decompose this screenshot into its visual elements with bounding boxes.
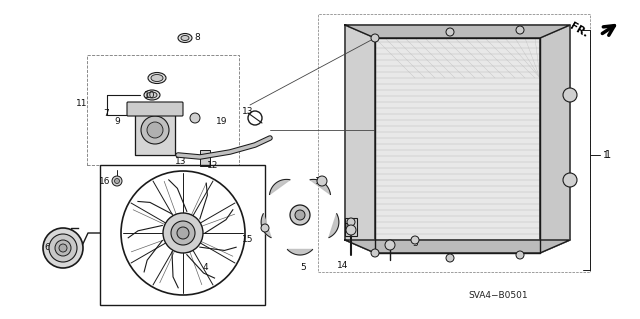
Text: SVA4−B0501: SVA4−B0501 <box>468 291 527 300</box>
Circle shape <box>317 176 327 186</box>
Polygon shape <box>345 25 375 253</box>
Text: 15: 15 <box>243 235 253 244</box>
Circle shape <box>563 88 577 102</box>
Circle shape <box>346 225 356 235</box>
Circle shape <box>115 179 120 183</box>
FancyBboxPatch shape <box>127 102 183 116</box>
Circle shape <box>177 227 189 239</box>
Circle shape <box>516 26 524 34</box>
Text: 7: 7 <box>103 108 109 117</box>
Text: 19: 19 <box>216 117 228 127</box>
Circle shape <box>261 224 269 232</box>
Text: 18: 18 <box>344 224 356 233</box>
Text: 9: 9 <box>114 117 120 127</box>
Circle shape <box>411 236 419 244</box>
Bar <box>200 150 210 166</box>
Text: 2: 2 <box>387 241 393 249</box>
Bar <box>318 14 590 272</box>
Circle shape <box>516 251 524 259</box>
Text: FR.: FR. <box>568 21 590 39</box>
Text: 6: 6 <box>44 243 50 253</box>
Polygon shape <box>345 25 570 38</box>
Text: 13: 13 <box>243 108 253 116</box>
Ellipse shape <box>148 72 166 84</box>
Circle shape <box>55 240 71 256</box>
Polygon shape <box>269 179 290 195</box>
Bar <box>87 55 239 165</box>
Circle shape <box>290 205 310 225</box>
Text: 16: 16 <box>99 176 111 186</box>
Circle shape <box>112 176 122 186</box>
Circle shape <box>385 240 395 250</box>
Bar <box>100 165 265 305</box>
Text: 1: 1 <box>605 150 611 160</box>
Polygon shape <box>135 105 175 155</box>
Circle shape <box>446 28 454 36</box>
Circle shape <box>563 173 577 187</box>
Text: 1: 1 <box>603 151 609 160</box>
Text: 17: 17 <box>316 176 327 186</box>
Polygon shape <box>261 214 271 238</box>
Ellipse shape <box>181 35 189 41</box>
Bar <box>345 218 357 236</box>
Text: 12: 12 <box>207 160 219 169</box>
Ellipse shape <box>144 90 160 100</box>
Text: 14: 14 <box>337 261 349 270</box>
Ellipse shape <box>178 33 192 42</box>
Circle shape <box>59 244 67 252</box>
Text: 8: 8 <box>194 33 200 42</box>
Circle shape <box>49 234 77 262</box>
Circle shape <box>295 210 305 220</box>
Circle shape <box>147 122 163 138</box>
Ellipse shape <box>147 92 157 98</box>
Circle shape <box>446 254 454 262</box>
Text: 13: 13 <box>175 158 187 167</box>
Circle shape <box>43 228 83 268</box>
Text: 4: 4 <box>202 263 208 271</box>
Text: 11: 11 <box>76 99 88 108</box>
Text: 10: 10 <box>144 92 156 100</box>
Polygon shape <box>310 179 330 195</box>
Text: 3: 3 <box>412 239 418 248</box>
Circle shape <box>171 221 195 245</box>
Circle shape <box>371 34 379 42</box>
Circle shape <box>163 213 203 253</box>
Polygon shape <box>287 249 312 255</box>
Circle shape <box>371 249 379 257</box>
Text: 5: 5 <box>300 263 306 271</box>
Ellipse shape <box>151 75 163 81</box>
Polygon shape <box>345 240 570 253</box>
Polygon shape <box>329 214 339 238</box>
Polygon shape <box>540 25 570 253</box>
Circle shape <box>190 113 200 123</box>
Circle shape <box>347 218 355 226</box>
Circle shape <box>141 116 169 144</box>
Polygon shape <box>375 38 540 253</box>
